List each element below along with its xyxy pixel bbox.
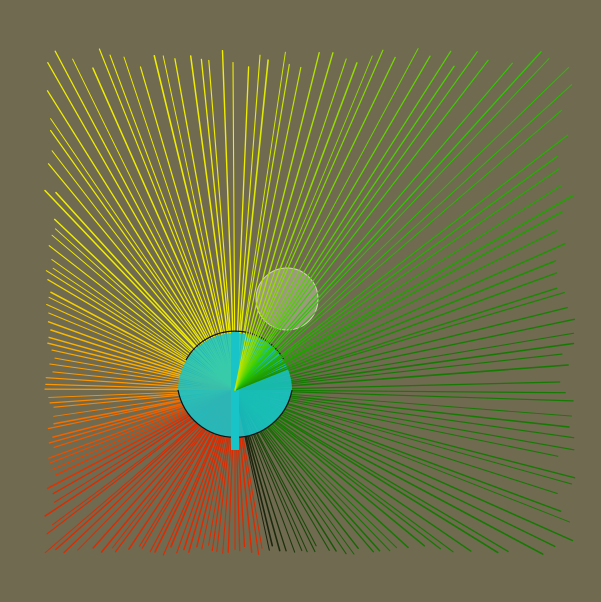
ray-line: [234, 389, 558, 495]
ray-line: [234, 62, 358, 391]
ray-line: [234, 52, 320, 391]
ray-line: [234, 51, 542, 391]
ray-line: [234, 194, 575, 391]
ray-line: [98, 48, 236, 391]
ray-line: [234, 155, 558, 391]
ray-line: [234, 272, 558, 391]
ray-line: [234, 243, 566, 391]
ray-line: [153, 55, 236, 391]
ray-line: [54, 50, 236, 391]
ray-line: [234, 55, 431, 391]
ray-line: [72, 58, 236, 391]
ray-lines-front: [234, 48, 575, 391]
ray-line: [234, 389, 573, 485]
ray-line: [234, 389, 509, 553]
ray-line: [234, 184, 563, 391]
ray-line: [234, 59, 489, 391]
ray-line: [234, 332, 575, 391]
ray-line: [234, 66, 302, 391]
ray-line: [234, 55, 373, 391]
ray-line: [234, 260, 557, 391]
ray-line: [234, 318, 576, 391]
ray-line: [234, 292, 565, 391]
ray-line: [234, 211, 563, 391]
ray-line: [234, 168, 560, 391]
cyan-stem: [231, 332, 239, 450]
ray-line: [234, 50, 452, 391]
ray-line: [234, 109, 563, 391]
ray-line: [234, 230, 557, 391]
ray-line: [234, 84, 573, 391]
ray-line: [109, 54, 236, 391]
ray-line: [234, 389, 562, 512]
ray-line: [234, 306, 568, 391]
ray-line: [234, 389, 575, 451]
ray-line: [234, 56, 396, 391]
ray-line: [234, 65, 455, 391]
ray-line: [234, 389, 556, 548]
ray-line: [234, 67, 570, 391]
ray-line: [234, 48, 419, 391]
ray-line: [234, 58, 550, 391]
ray-line: [234, 389, 575, 439]
ray-line: [47, 62, 236, 391]
ray-line: [234, 389, 544, 555]
ray-line: [234, 51, 478, 391]
ray-line: [234, 62, 513, 391]
ray-line: [234, 389, 571, 523]
ray-line: [234, 389, 576, 479]
ray-line: [234, 52, 334, 391]
ray-line: [234, 49, 384, 391]
ray-line: [234, 58, 347, 391]
ray-line: [234, 134, 569, 391]
ray-line: [234, 389, 574, 542]
